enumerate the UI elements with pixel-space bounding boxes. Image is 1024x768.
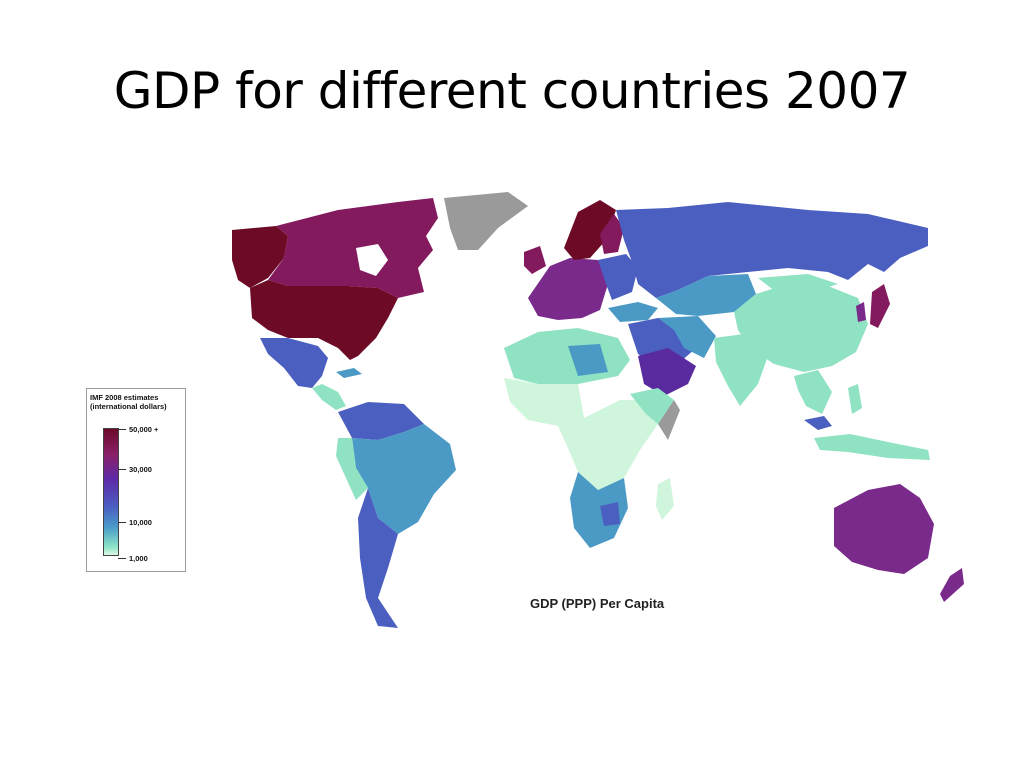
new-zealand-region [940, 568, 964, 602]
legend-title: IMF 2008 estimates (international dollar… [90, 393, 167, 411]
legend-tick-1000 [118, 558, 126, 559]
greenland-region [444, 192, 528, 250]
map-caption: GDP (PPP) Per Capita [530, 596, 665, 611]
uk-ireland-region [524, 246, 546, 274]
central-america-region [312, 384, 346, 410]
legend-label-10000: 10,000 [129, 518, 152, 527]
legend-color-bar [103, 428, 119, 556]
west-africa-region [504, 378, 584, 426]
usa-region [250, 280, 398, 360]
legend-tick-30000 [118, 469, 126, 470]
russia-region [616, 202, 928, 298]
iran-region [658, 316, 716, 358]
horn-africa-region [630, 388, 674, 424]
eastern-europe-region [598, 254, 638, 300]
southeast-asia-region [794, 370, 832, 414]
caribbean-region [336, 368, 362, 378]
southern-africa-region [570, 472, 628, 548]
scandinavia-region [564, 200, 616, 260]
legend-title-line1: IMF 2008 estimates [90, 393, 159, 402]
western-europe-region [528, 258, 608, 320]
alaska-region [232, 226, 288, 288]
finland-region [600, 214, 624, 254]
botswana-region [600, 502, 620, 526]
australia-region [834, 484, 934, 574]
world-map [232, 192, 964, 628]
canada-region [268, 198, 438, 298]
legend-title-line2: (international dollars) [90, 402, 167, 411]
malaysia-region [804, 416, 832, 430]
central-asia-region [656, 274, 756, 316]
turkey-region [608, 302, 658, 322]
brazil-region [352, 424, 456, 534]
libya-region [568, 344, 608, 376]
legend-tick-10000 [118, 522, 126, 523]
legend-label-30000: 30,000 [129, 465, 152, 474]
venezuela-colombia-region [338, 402, 424, 440]
mexico-region [260, 338, 328, 388]
peru-bolivia-region [336, 438, 368, 500]
madagascar-region [656, 478, 674, 520]
china-region [734, 284, 868, 372]
arabia-region [638, 348, 696, 396]
philippines-region [848, 384, 862, 414]
india-region [714, 334, 768, 406]
central-africa-region [558, 400, 658, 490]
japan-region [870, 284, 890, 328]
legend-tick-50000 [118, 429, 126, 430]
map-legend: IMF 2008 estimates (international dollar… [86, 388, 186, 572]
north-africa-region [504, 328, 630, 384]
slide-title: GDP for different countries 2007 [113, 62, 911, 120]
mongolia-region [758, 274, 838, 292]
indonesia-region [814, 434, 930, 460]
hudson-bay [356, 244, 388, 276]
korea-region [856, 302, 866, 322]
legend-label-50000: 50,000 + [129, 425, 159, 434]
argentina-chile-region [358, 488, 398, 628]
legend-label-1000: 1,000 [129, 554, 148, 563]
somalia-region [658, 400, 680, 440]
